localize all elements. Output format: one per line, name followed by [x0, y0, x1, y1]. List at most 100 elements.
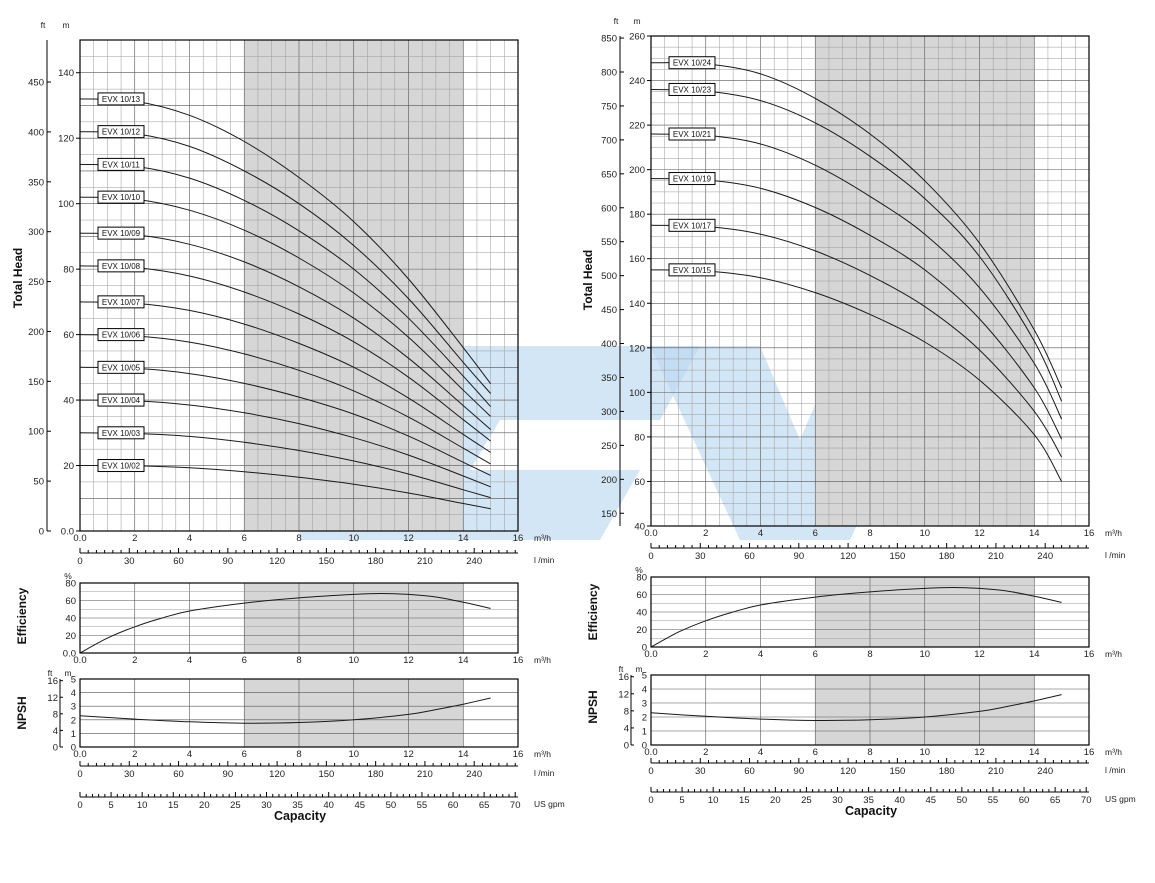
y-tick-label: 80	[634, 432, 645, 443]
npsh-m-tick-label: 3	[642, 699, 647, 710]
series-label-box	[668, 218, 716, 232]
y-tick-label: 100	[629, 388, 645, 399]
y-tick-label: 80	[65, 579, 76, 590]
series-label: EVX 10/17	[673, 221, 712, 230]
y-tick-label: 60	[636, 590, 647, 601]
x-unit-label: m³/h	[534, 749, 551, 759]
secondary-tick-label: 65	[1050, 795, 1061, 806]
secondary-tick-label: 0	[648, 795, 653, 806]
ft-tick-label: 400	[601, 339, 617, 350]
secondary-tick-label: 50	[957, 795, 968, 806]
x-tick-label: 8	[296, 655, 301, 666]
secondary-tick-label: 90	[223, 769, 234, 780]
left-capacity-axes: 0 30 60 90 120 150 180 210 240 l /min 0 5 10 15 20 25 30…	[77, 761, 565, 811]
ft-tick-label: 600	[601, 203, 617, 214]
series-label: EVX 10/12	[102, 128, 141, 137]
series-label-box	[97, 157, 145, 171]
x-tick-label: 4	[187, 533, 192, 544]
left-head-axis-title: Total Head	[11, 248, 25, 308]
right-capacity-axes: 0 30 60 90 120 150 180 210 240 l /min 0 5 10 15 20 25 30…	[648, 758, 1136, 806]
left-head-chart: EVX 10/13 EVX 10/12 EVX 10/11 EVX 10/10 EVX …	[28, 20, 554, 567]
curve-evx-10-13	[79, 98, 492, 384]
secondary-tick-label: 45	[925, 795, 936, 806]
npsh-m-tick-label: 5	[642, 671, 647, 682]
curve-evx-10-06	[79, 334, 491, 465]
secondary-tick-label: 30	[695, 766, 706, 777]
x-tick-label: 4	[758, 528, 763, 539]
x-tick-label: 2	[703, 649, 708, 660]
secondary-tick-label: 240	[1037, 766, 1053, 777]
x-tick-label: 4	[758, 649, 763, 660]
secondary-tick-label: 60	[744, 551, 755, 562]
y-tick-label: 240	[629, 76, 645, 87]
ft-tick-label: 750	[601, 101, 617, 112]
y-tick-label: 180	[629, 210, 645, 221]
secondary-tick-label: 60	[448, 800, 459, 811]
series-label-box	[668, 127, 716, 141]
npsh-ft-unit: ft	[48, 668, 53, 678]
npsh-m-tick-label: 4	[642, 685, 647, 696]
secondary-tick-label: 60	[173, 556, 184, 567]
x-tick-label: 8	[867, 528, 872, 539]
y-tick-label: 140	[58, 68, 74, 79]
curve-evx-10-04	[79, 399, 491, 488]
secondary-tick-label: 20	[770, 795, 781, 806]
x-tick-label: 0.0	[73, 655, 86, 666]
series-label: EVX 10/15	[673, 266, 712, 275]
x-tick-label: 6	[242, 749, 247, 760]
npsh-ft-tick-label: 0	[624, 741, 629, 752]
secondary-tick-label: 60	[744, 766, 755, 777]
x-tick-label: 6	[813, 528, 818, 539]
curve-evx-10-10	[79, 196, 491, 417]
plot-frame	[650, 576, 1090, 648]
x-tick-label: 12	[974, 528, 985, 539]
secondary-tick-label: 40	[894, 795, 905, 806]
secondary-tick-label: 240	[466, 556, 482, 567]
y-tick-label: 40	[65, 614, 76, 625]
ft-tick-label: 200	[28, 327, 44, 338]
npsh-ft-tick-label: 8	[53, 709, 58, 720]
ft-tick-label: 300	[601, 407, 617, 418]
npsh-m-tick-label: 0	[71, 743, 76, 754]
x-tick-label: 2	[132, 533, 137, 544]
x-tick-label: 6	[813, 649, 818, 660]
npsh-m-tick-label: 1	[642, 727, 647, 738]
y-tick-label: 40	[636, 608, 647, 619]
secondary-tick-label: 180	[368, 769, 384, 780]
secondary-tick-label: 90	[223, 556, 234, 567]
series-label: EVX 10/13	[102, 95, 141, 104]
y-tick-label: 20	[65, 631, 76, 642]
secondary-tick-label: 60	[173, 769, 184, 780]
secondary-unit-label: US gpm	[534, 799, 565, 809]
secondary-tick-label: 10	[137, 800, 148, 811]
x-tick-label: 16	[1084, 649, 1095, 660]
x-tick-label: 2	[132, 749, 137, 760]
y-tick-label: 40	[634, 522, 645, 533]
secondary-tick-label: 90	[794, 766, 805, 777]
secondary-unit-label: l /min	[1105, 765, 1126, 775]
secondary-tick-label: 50	[386, 800, 397, 811]
secondary-tick-label: 120	[269, 769, 285, 780]
x-tick-label: 12	[974, 747, 985, 758]
right-efficiency-chart: 0 20 40 60 80% 0.0 2 4 6 8 10 12 14 16 m³/h	[635, 565, 1122, 660]
npsh-ft-tick-label: 16	[618, 672, 629, 683]
curve-line	[79, 697, 491, 724]
curve-evx-10-07	[79, 301, 491, 453]
right-npsh-axis-title: NPSH	[586, 690, 600, 723]
series-label-box	[97, 190, 145, 204]
secondary-tick-label: 35	[292, 800, 303, 811]
x-tick-label: 8	[296, 749, 301, 760]
x-tick-label: 2	[703, 528, 708, 539]
secondary-tick-label: 5	[108, 800, 113, 811]
npsh-ft-unit: ft	[619, 664, 624, 674]
x-tick-label: 0.0	[644, 649, 657, 660]
secondary-tick-label: 65	[479, 800, 490, 811]
series-label-box	[97, 295, 145, 309]
npsh-m-tick-label: 5	[71, 675, 76, 686]
ft-tick-label: 150	[28, 377, 44, 388]
y-tick-label: 260	[629, 32, 645, 43]
npsh-ft-tick-label: 0	[53, 743, 58, 754]
npsh-ft-tick-label: 8	[624, 706, 629, 717]
right-head-axis-title: Total Head	[581, 250, 595, 310]
series-label-box	[97, 426, 145, 440]
